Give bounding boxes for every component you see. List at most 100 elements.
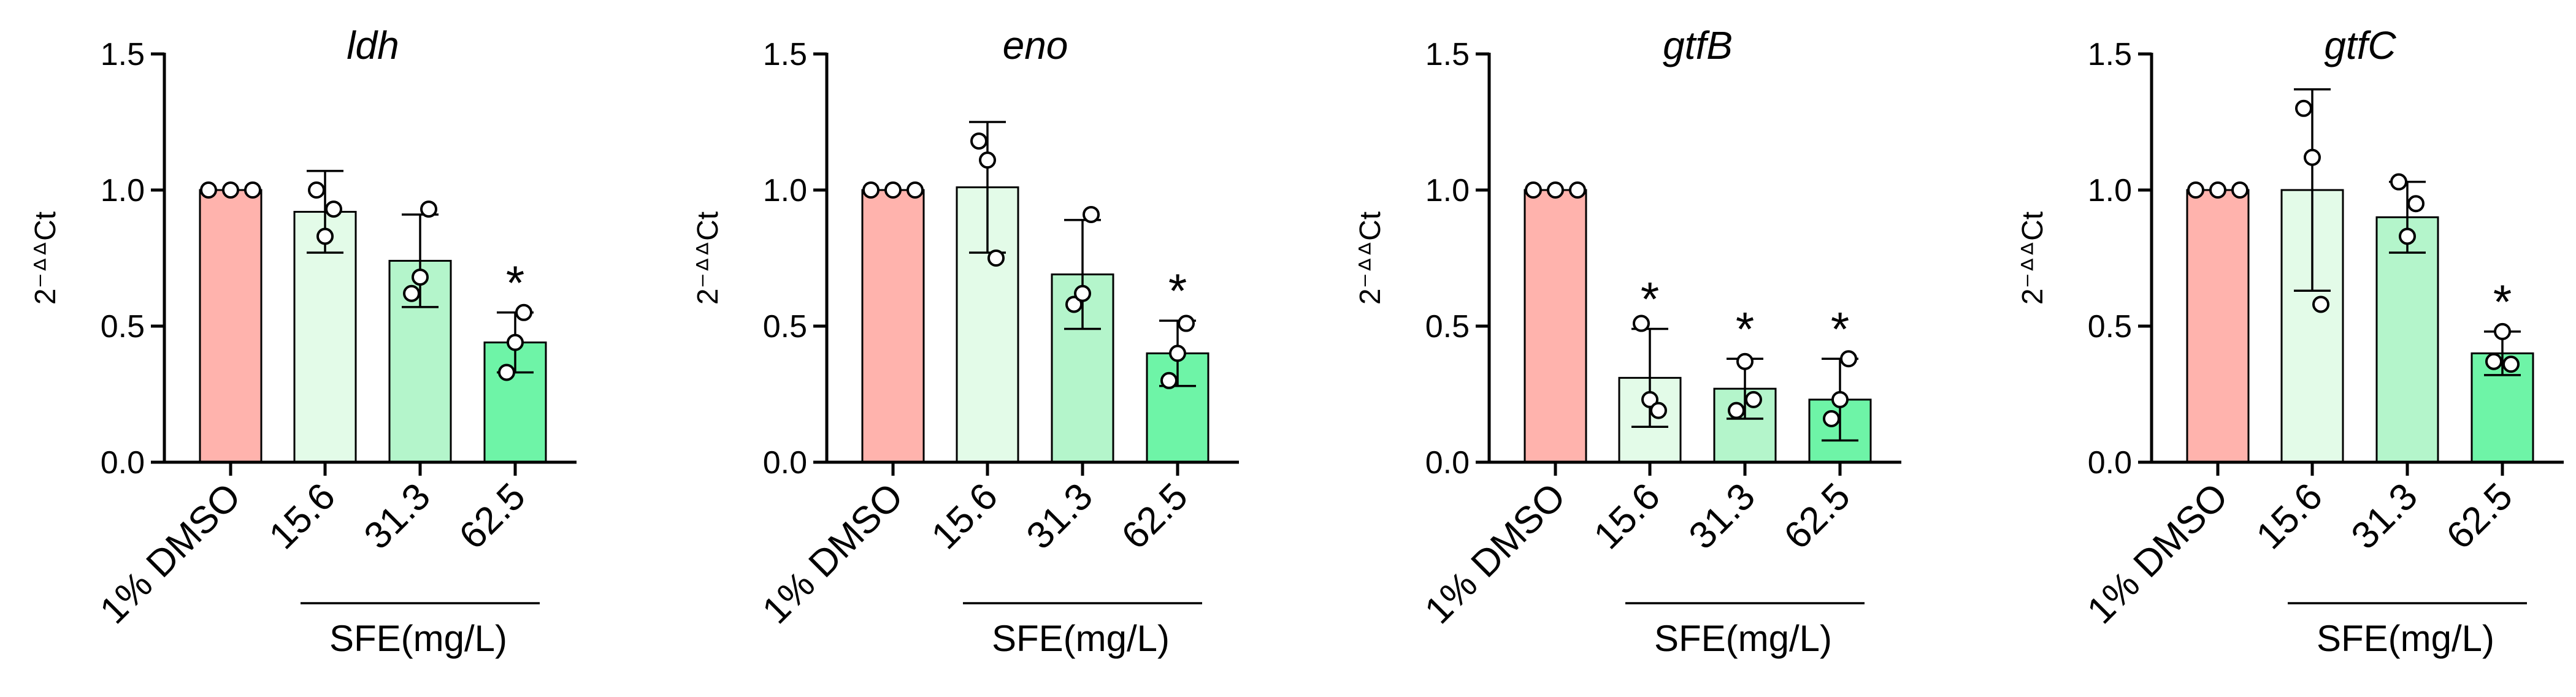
data-point (2502, 356, 2520, 373)
data-point (884, 181, 902, 199)
data-point (308, 181, 325, 199)
data-point (1160, 371, 1178, 389)
significance-star: * (2493, 275, 2512, 329)
significance-star: * (1831, 302, 1849, 356)
bar-1-dmso (2186, 189, 2250, 463)
chart-title: ldh (347, 23, 399, 67)
x-tick-label: 15.6 (1586, 475, 1668, 557)
data-point (200, 181, 217, 199)
data-point (244, 181, 261, 199)
data-point (316, 227, 334, 245)
significance-star: * (1641, 272, 1659, 326)
data-point (1831, 390, 1849, 408)
group-label: SFE(mg/L) (1654, 618, 1832, 659)
y-tick-label: 1.5 (101, 37, 145, 72)
data-point (2407, 195, 2425, 213)
y-axis-label: 2⁻ᐞᐞCt (1354, 211, 1387, 305)
x-tick-label: 1% DMSO (92, 475, 249, 632)
data-point (1641, 390, 1658, 408)
significance-star: * (1168, 264, 1187, 318)
data-point (1525, 181, 1542, 199)
y-tick-label: 0.0 (101, 445, 145, 481)
x-tick-label: 15.6 (924, 475, 1006, 557)
data-point (2209, 181, 2226, 199)
y-tick-label: 0.0 (1425, 445, 1470, 481)
data-point (507, 333, 524, 351)
data-point (1074, 284, 1091, 302)
y-axis-label: 2⁻ᐞᐞCt (692, 211, 724, 305)
bar-1-dmso (1524, 189, 1587, 463)
x-tick-label: 31.3 (1019, 475, 1101, 557)
y-axis-label: 2⁻ᐞᐞCt (2017, 211, 2049, 305)
data-point (1633, 314, 1650, 332)
chart-title: gtfB (1663, 23, 1733, 67)
data-point (2187, 181, 2204, 199)
data-point (498, 364, 515, 381)
data-point (1823, 409, 1840, 427)
data-point (970, 132, 987, 150)
bar-1-dmso (199, 189, 263, 463)
data-point (1083, 205, 1100, 223)
x-tick-label: 31.3 (2344, 475, 2426, 557)
significance-star: * (506, 256, 524, 310)
y-tick-label: 0.5 (763, 309, 807, 345)
group-label: SFE(mg/L) (2317, 618, 2494, 659)
data-point (2390, 173, 2407, 191)
error-bar (2294, 88, 2331, 292)
chart-title: gtfC (2324, 23, 2396, 67)
y-axis-label: 2⁻ᐞᐞCt (29, 211, 62, 305)
data-point (515, 303, 532, 321)
data-point (1736, 352, 1754, 370)
y-tick-label: 1.5 (2088, 37, 2132, 72)
data-point (2312, 295, 2329, 313)
data-point (2494, 322, 2511, 340)
data-point (907, 181, 924, 199)
x-tick-label: 1% DMSO (1417, 475, 1574, 632)
chart-panel-gtfC: gtfC * 0.0 0.5 1.0 1.5 1% DMSO 15.6 31.3 62.5 2⁻ᐞᐞ… (2017, 23, 2564, 659)
y-tick-label: 0.5 (2088, 309, 2132, 345)
y-tick-label: 1.5 (763, 37, 807, 72)
data-point (403, 284, 420, 302)
data-point (1728, 402, 1745, 419)
bar-31-3 (2375, 216, 2439, 463)
data-point (222, 181, 239, 199)
y-tick-label: 0.5 (101, 309, 145, 345)
y-tick-label: 1.5 (1425, 37, 1470, 72)
x-tick-label: 15.6 (2248, 475, 2331, 557)
data-point (1547, 181, 1564, 199)
data-point (2399, 227, 2416, 245)
data-point (1745, 390, 1762, 408)
data-point (979, 151, 996, 169)
x-tick-label: 62.5 (1114, 475, 1196, 557)
y-tick-label: 0.5 (1425, 309, 1470, 345)
data-point (2295, 99, 2312, 117)
x-tick-label: 62.5 (2439, 475, 2521, 557)
data-point (412, 269, 429, 286)
significance-star: * (1736, 302, 1754, 356)
group-label: SFE(mg/L) (329, 618, 507, 659)
y-tick-label: 1.0 (101, 173, 145, 208)
y-tick-label: 0.0 (763, 445, 807, 481)
data-point (1650, 402, 1667, 419)
y-tick-label: 1.0 (763, 173, 807, 208)
chart-panel-eno: eno * 0.0 0.5 1.0 1.5 1% DMSO 15.6 31.3 62.5 2⁻ᐞᐞC… (692, 23, 1239, 659)
y-tick-label: 0.0 (2088, 445, 2132, 481)
data-point (862, 181, 880, 199)
x-tick-label: 1% DMSO (754, 475, 911, 632)
data-point (1065, 295, 1083, 313)
data-point (987, 249, 1005, 267)
chart-panel-gtfB: gtfB * * * 0.0 0.5 1.0 1.5 1% DMSO 15.6 31.3 62.5 2⁻… (1354, 23, 1901, 659)
bar-1-dmso (861, 189, 925, 463)
chart-title: eno (1003, 23, 1068, 67)
y-tick-label: 1.0 (2088, 173, 2132, 208)
x-tick-label: 31.3 (356, 475, 439, 557)
data-point (2485, 352, 2502, 370)
data-point (2304, 148, 2321, 166)
data-point (1178, 314, 1195, 332)
data-point (1169, 345, 1186, 362)
x-tick-label: 31.3 (1681, 475, 1763, 557)
data-point (1569, 181, 1586, 199)
x-tick-label: 62.5 (1776, 475, 1858, 557)
x-tick-label: 62.5 (451, 475, 534, 557)
